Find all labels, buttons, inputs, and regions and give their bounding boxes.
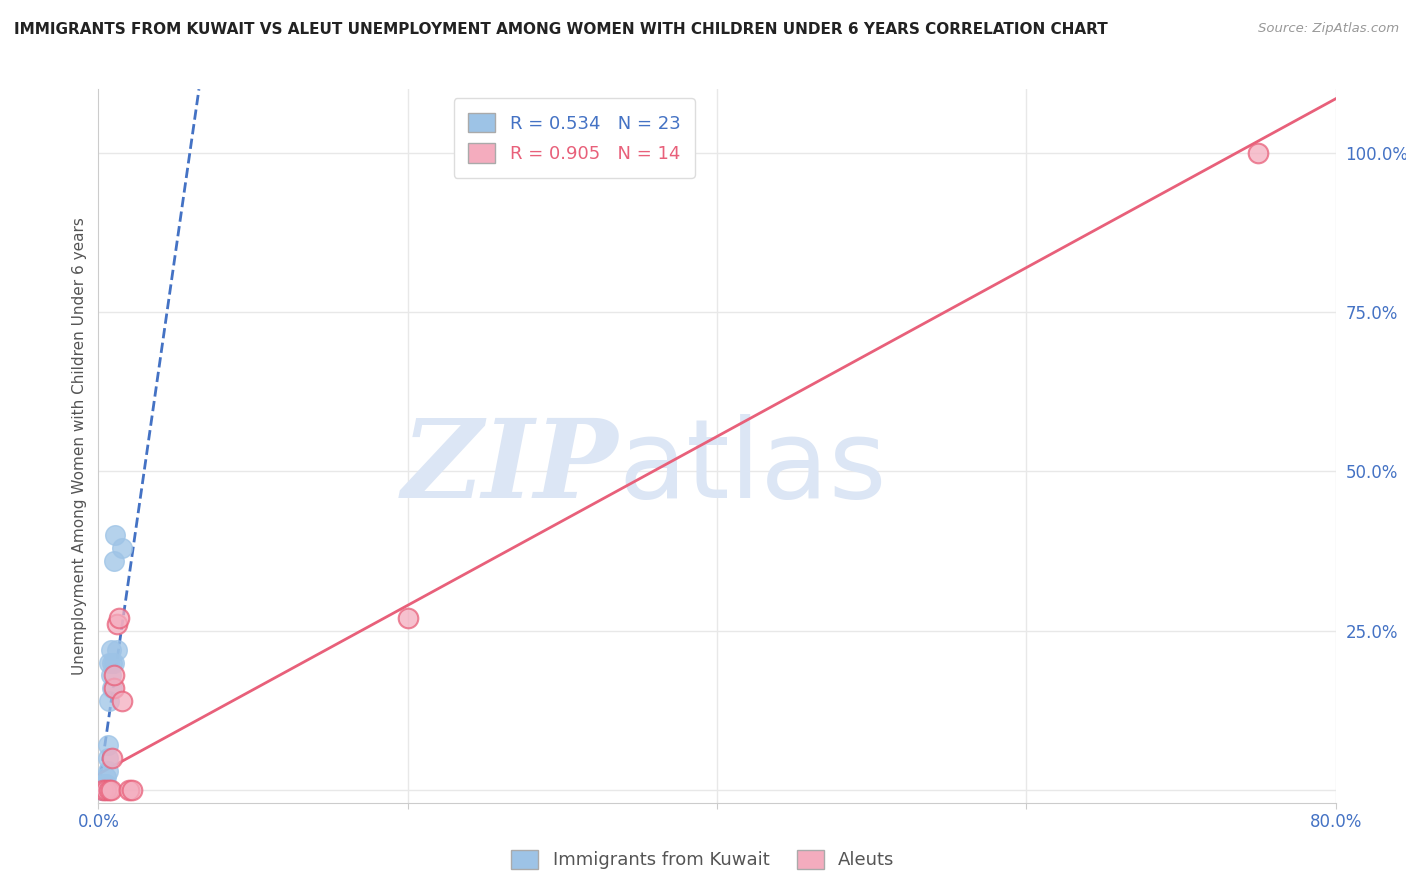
Point bbox=[103, 681, 125, 695]
Point bbox=[100, 783, 122, 797]
Point bbox=[103, 656, 125, 670]
Point bbox=[91, 783, 114, 797]
Point bbox=[118, 783, 141, 797]
Point bbox=[93, 777, 115, 791]
Point bbox=[96, 783, 118, 797]
Legend: Immigrants from Kuwait, Aleuts: Immigrants from Kuwait, Aleuts bbox=[502, 840, 904, 879]
Point bbox=[107, 611, 129, 625]
Point bbox=[105, 643, 128, 657]
Point bbox=[96, 777, 118, 791]
Point bbox=[104, 528, 127, 542]
Text: Source: ZipAtlas.com: Source: ZipAtlas.com bbox=[1258, 22, 1399, 36]
Point bbox=[90, 777, 112, 791]
Point bbox=[111, 541, 134, 555]
Point bbox=[103, 668, 125, 682]
Point bbox=[98, 656, 121, 670]
Point bbox=[91, 783, 114, 797]
Point bbox=[96, 770, 118, 784]
Point bbox=[101, 751, 124, 765]
Point bbox=[96, 783, 118, 797]
Legend: R = 0.534   N = 23, R = 0.905   N = 14: R = 0.534 N = 23, R = 0.905 N = 14 bbox=[454, 98, 695, 178]
Point bbox=[90, 783, 112, 797]
Point bbox=[97, 751, 120, 765]
Text: ZIP: ZIP bbox=[402, 414, 619, 521]
Point bbox=[98, 783, 121, 797]
Point bbox=[100, 668, 122, 682]
Point bbox=[121, 783, 143, 797]
Point bbox=[93, 783, 115, 797]
Point bbox=[98, 694, 121, 708]
Point bbox=[100, 643, 122, 657]
Y-axis label: Unemployment Among Women with Children Under 6 years: Unemployment Among Women with Children U… bbox=[72, 217, 87, 675]
Text: atlas: atlas bbox=[619, 414, 887, 521]
Point bbox=[97, 739, 120, 753]
Text: IMMIGRANTS FROM KUWAIT VS ALEUT UNEMPLOYMENT AMONG WOMEN WITH CHILDREN UNDER 6 Y: IMMIGRANTS FROM KUWAIT VS ALEUT UNEMPLOY… bbox=[14, 22, 1108, 37]
Point bbox=[105, 617, 128, 632]
Point bbox=[97, 764, 120, 778]
Point bbox=[101, 656, 124, 670]
Point bbox=[91, 783, 114, 797]
Point bbox=[1247, 145, 1270, 160]
Point bbox=[103, 554, 125, 568]
Point bbox=[101, 681, 124, 695]
Point bbox=[111, 694, 134, 708]
Point bbox=[396, 611, 419, 625]
